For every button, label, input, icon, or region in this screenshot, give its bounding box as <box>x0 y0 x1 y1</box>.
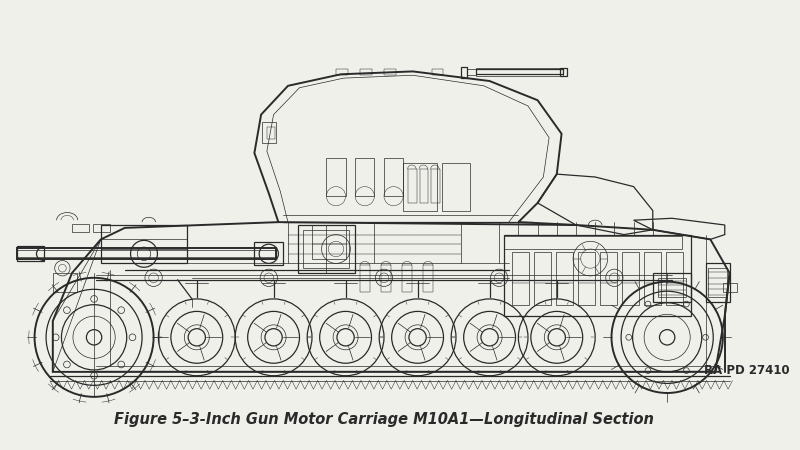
Bar <box>476 69 562 74</box>
Bar <box>402 266 412 292</box>
Bar <box>381 266 390 292</box>
Bar <box>18 248 277 259</box>
Bar <box>432 68 443 75</box>
Bar <box>408 169 417 203</box>
Bar <box>298 225 355 273</box>
Bar <box>723 283 738 292</box>
Bar <box>431 169 440 203</box>
Text: Figure 5–3-Inch Gun Motor Carriage M10A1—Longitudinal Section: Figure 5–3-Inch Gun Motor Carriage M10A1… <box>114 412 654 427</box>
Bar <box>18 250 277 256</box>
Bar <box>600 252 618 305</box>
Text: RA PD 27410: RA PD 27410 <box>704 364 790 378</box>
Bar <box>706 263 730 302</box>
Bar <box>303 230 350 268</box>
Bar <box>18 246 44 261</box>
Bar <box>709 268 726 297</box>
Bar <box>360 266 370 292</box>
Bar <box>360 68 371 75</box>
Bar <box>423 266 433 292</box>
Bar <box>267 127 274 139</box>
Bar <box>476 68 562 76</box>
Bar <box>384 68 395 75</box>
Bar <box>658 278 686 297</box>
Bar <box>461 67 466 78</box>
Bar <box>254 242 283 266</box>
Bar <box>622 252 639 305</box>
Bar <box>101 225 187 263</box>
Bar <box>534 252 551 305</box>
Bar <box>578 252 595 305</box>
Bar <box>53 273 77 292</box>
Bar <box>72 224 90 232</box>
Bar <box>326 158 346 196</box>
Bar <box>466 69 476 75</box>
Bar <box>556 252 573 305</box>
Bar <box>419 169 428 203</box>
Bar <box>312 225 346 259</box>
Bar <box>355 158 374 196</box>
Bar <box>560 68 567 76</box>
Bar <box>666 252 683 305</box>
Bar <box>512 252 529 305</box>
Bar <box>644 252 662 305</box>
Bar <box>93 224 110 232</box>
Bar <box>504 235 682 249</box>
Bar <box>384 158 403 196</box>
Bar <box>653 273 691 302</box>
Bar <box>262 122 277 144</box>
Bar <box>336 68 347 75</box>
Bar <box>504 234 691 316</box>
Bar <box>403 162 437 211</box>
Bar <box>442 162 470 211</box>
